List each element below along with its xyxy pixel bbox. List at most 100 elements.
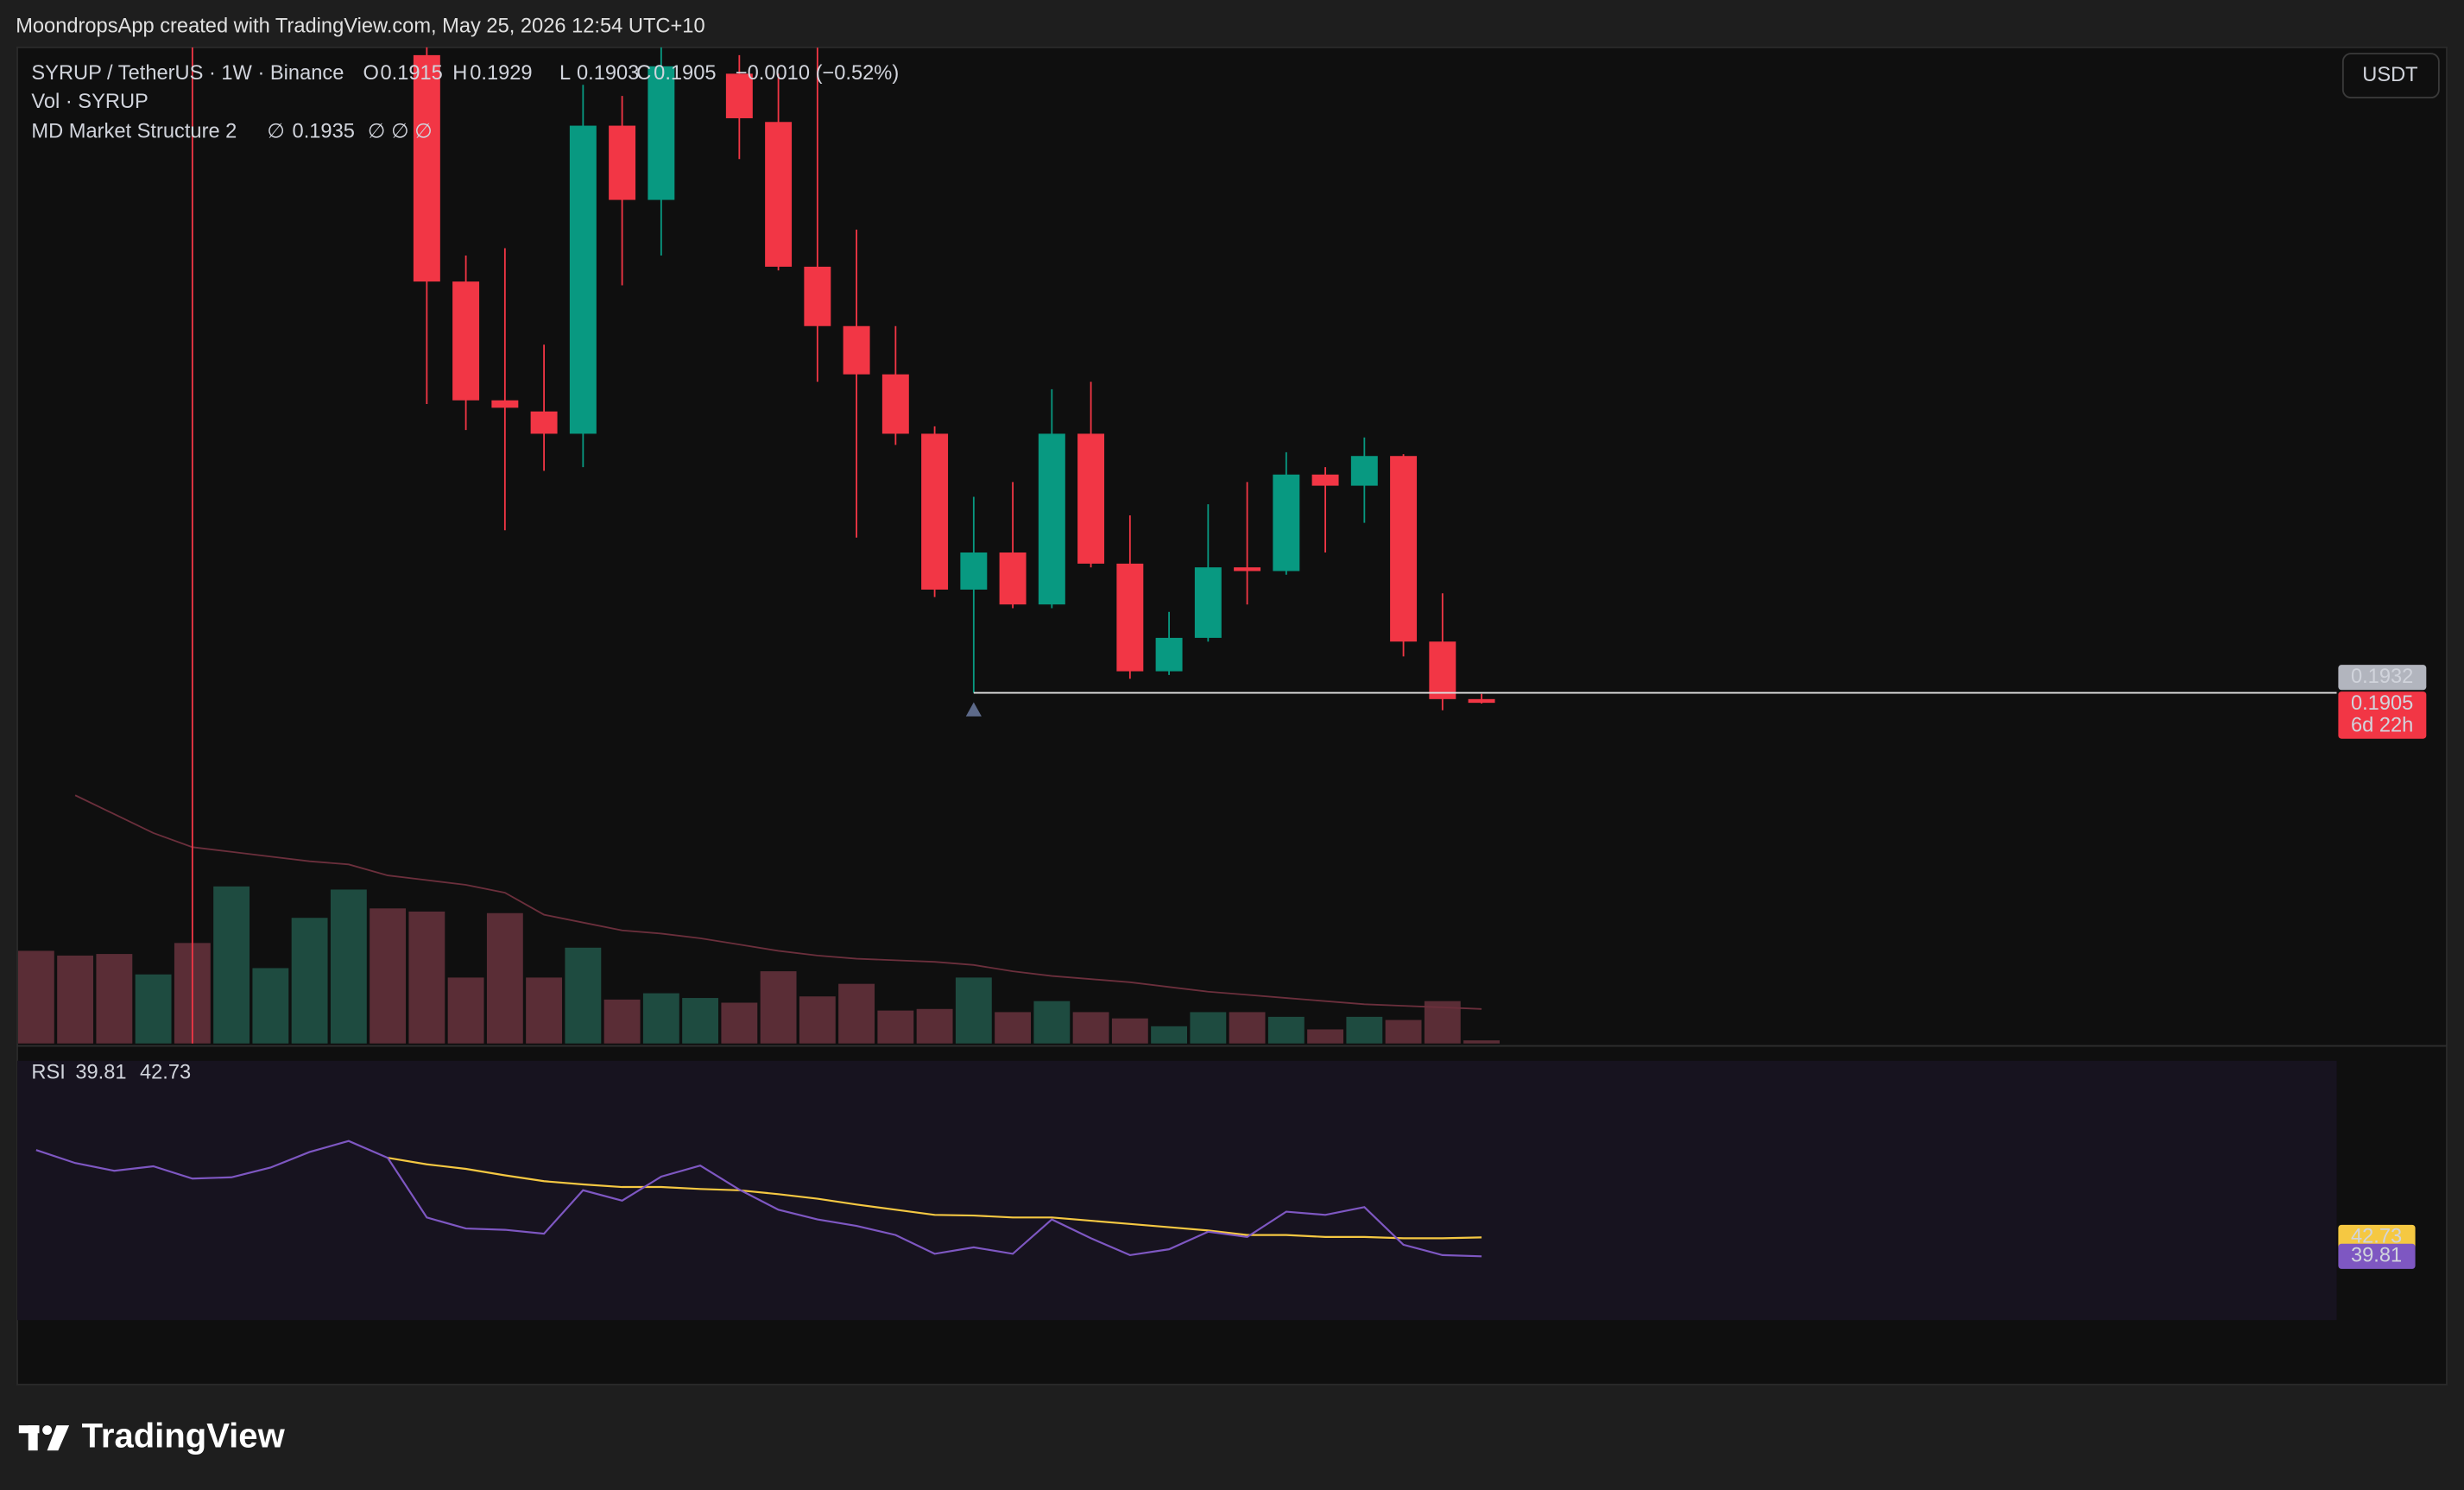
indicator-legend: 0.1935 xyxy=(293,120,355,142)
volume-bar xyxy=(995,1012,1032,1044)
candle-body xyxy=(1038,433,1065,605)
rsi-value: 39.81 xyxy=(2351,1245,2402,1267)
last-price-label: 0.1905 xyxy=(2351,692,2413,715)
structure-marker xyxy=(965,702,982,717)
logo-text: TradingView xyxy=(82,1417,286,1455)
candle-body xyxy=(491,400,519,408)
ohlc-key: H xyxy=(452,62,467,85)
volume-bar xyxy=(1229,1012,1266,1044)
volume-bar xyxy=(682,998,719,1044)
candle-body xyxy=(1429,641,1456,699)
symbol: SYRUP / TetherUS · 1W · Binance xyxy=(31,62,344,85)
volume-bar xyxy=(1072,1012,1109,1044)
change: −0.0010 (−0.52%) xyxy=(736,62,899,85)
candle-body xyxy=(881,374,909,434)
ohlc-key: O xyxy=(363,62,378,85)
candle-body xyxy=(804,266,831,326)
volume-bar xyxy=(1307,1029,1344,1044)
volume-bar xyxy=(799,996,836,1044)
candle-body xyxy=(569,125,597,434)
candle-body xyxy=(1077,433,1105,564)
volume-bar xyxy=(838,983,875,1044)
level-price-box xyxy=(2338,665,2427,691)
currency-button[interactable] xyxy=(2341,53,2440,99)
volume-bar xyxy=(135,974,172,1044)
volume-pane xyxy=(17,794,1501,1044)
ohlc-value: 0.1929 xyxy=(470,62,532,85)
volume-bar xyxy=(603,999,641,1044)
volume-bar xyxy=(1385,1020,1422,1044)
candle-body xyxy=(725,73,753,118)
rsi-ma-legend-value: 42.73 xyxy=(140,1062,191,1084)
candle-body xyxy=(1273,474,1300,571)
volume-bar xyxy=(760,971,797,1044)
volume-legend: Vol · SYRUP xyxy=(31,91,148,113)
volume-bar xyxy=(526,977,563,1044)
rsi-ma-box xyxy=(2338,1224,2416,1250)
candle-body xyxy=(1468,698,1495,704)
ohlc-key: L xyxy=(559,62,571,85)
candle-body xyxy=(609,125,636,200)
volume-bar xyxy=(17,950,54,1044)
volume-bar xyxy=(1033,1001,1071,1044)
indicator-legend: ∅ xyxy=(267,120,285,142)
price-pane xyxy=(191,47,2337,1044)
candle-body xyxy=(413,54,440,282)
rsi-pane xyxy=(35,1140,1482,1258)
candle-body xyxy=(999,552,1027,605)
volume-bar xyxy=(213,886,250,1044)
currency-label[interactable]: USDT xyxy=(2362,64,2417,86)
rsi-box xyxy=(2338,1243,2416,1269)
volume-bar xyxy=(486,912,523,1044)
candle-body xyxy=(1311,474,1339,486)
volume-bar xyxy=(1267,1016,1305,1044)
candle-body xyxy=(1234,567,1261,571)
rsi-ma-line xyxy=(387,1157,1482,1240)
volume-bar xyxy=(916,1008,953,1044)
legend: SYRUP / TetherUS · 1W · Binance O 0.1915 H 0… xyxy=(31,62,899,1084)
volume-bar xyxy=(877,1010,914,1044)
volume-ma-line xyxy=(74,794,1482,1010)
level-price-label: 0.1932 xyxy=(2351,666,2413,688)
candle-body xyxy=(648,66,675,200)
candle-body xyxy=(1350,456,1378,486)
volume-bar xyxy=(408,911,445,1044)
volume-bar xyxy=(1111,1018,1148,1044)
candle-body xyxy=(921,433,949,590)
rsi-legend: RSI xyxy=(31,1062,65,1084)
indicator-legend: ∅ ∅ ∅ xyxy=(368,120,433,142)
candle-body xyxy=(1116,563,1144,672)
volume-bar xyxy=(721,1002,758,1044)
ohlc-value: 0.1905 xyxy=(654,62,716,85)
ohlc-value: 0.1903 xyxy=(577,62,639,85)
candle-body xyxy=(452,281,480,401)
volume-bar xyxy=(1151,1026,1188,1044)
watermark: MoondropsApp created with TradingView.co… xyxy=(16,15,704,37)
candle-body xyxy=(530,411,558,434)
volume-bar xyxy=(955,977,992,1044)
candle-body xyxy=(843,325,870,375)
candle-body xyxy=(960,552,988,590)
volume-bar xyxy=(1190,1012,1227,1044)
volume-bar xyxy=(252,968,289,1044)
volume-bar xyxy=(291,918,328,1044)
volume-bar xyxy=(1346,1016,1383,1044)
ohlc-value: 0.1915 xyxy=(380,62,442,85)
countdown: 6d 22h xyxy=(2351,714,2413,736)
last-price-box xyxy=(2338,691,2427,739)
volume-bar xyxy=(57,955,94,1044)
logo-icon xyxy=(18,1425,70,1451)
volume-bar xyxy=(1463,1040,1501,1044)
candle-body xyxy=(1155,637,1183,672)
candle-body xyxy=(765,122,793,267)
volume-bar xyxy=(330,889,367,1044)
volume-bar xyxy=(96,954,133,1044)
volume-bar xyxy=(370,908,407,1044)
indicator-legend: MD Market Structure 2 xyxy=(31,120,237,142)
candle-body xyxy=(1390,456,1418,642)
volume-bar xyxy=(447,977,484,1044)
candle-body xyxy=(1194,567,1222,638)
